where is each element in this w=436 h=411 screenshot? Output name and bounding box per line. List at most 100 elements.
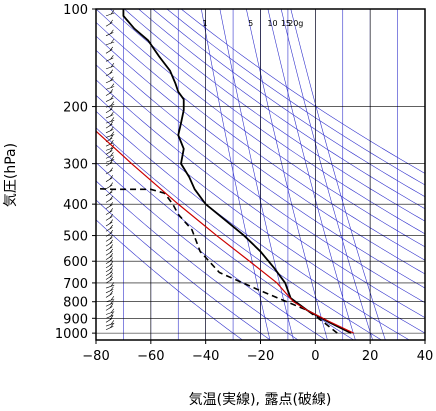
wind-barb-flag [109,303,114,309]
wind-barb-flag [110,323,114,328]
wind-barb-flag [109,167,114,172]
wind-barb [105,298,115,303]
wind-barb-flag [109,276,114,281]
wind-barb-flag [109,208,114,213]
wind-barb-flag [110,38,115,44]
wind-barb [105,284,115,289]
wind-barb-flag [109,175,114,180]
wind-barb-flag [109,234,114,240]
wind-barb [105,86,115,90]
temperature-line [122,9,352,334]
wind-barb-flag [109,159,114,164]
dry-adiabat-line [96,127,382,340]
wind-barb [105,322,115,327]
wind-barb [105,227,113,232]
x-tick-label: 40 [417,349,434,364]
wind-barb [105,210,113,215]
wind-barb [105,32,114,37]
wind-barb [105,216,113,221]
wind-barb-flag [109,290,114,296]
wind-barb-flag [109,257,114,262]
wind-barb [105,278,113,284]
series-layer [96,9,354,334]
wind-barb-flag [109,195,114,201]
wind-barb-flag [110,312,114,317]
wind-barb-flag [110,29,114,34]
wind-barb-flag [109,121,114,126]
wind-barb-flag [109,189,114,194]
wind-barb-flag [109,219,114,224]
wind-barb-flag [109,147,114,153]
mixing-ratio-label: 5 [248,19,253,28]
dry-adiabat-line [180,9,425,174]
wind-barb-flag [109,106,114,111]
wind-barb-flag [109,315,114,321]
wind-barb-flag [109,229,114,235]
wind-barb-flag [110,76,114,81]
wind-barb [105,246,113,252]
wind-barb [105,79,114,84]
wind-barb [105,134,115,138]
wind-barb-flag [110,295,115,301]
dewpoint-line [96,187,338,334]
wind-barb-flag [110,299,114,305]
wind-barb [105,271,113,276]
y-tick-label: 900 [63,312,88,327]
wind-barb-flag [110,117,115,122]
wind-barb-flag [110,131,115,136]
wind-barb-flag [110,126,114,131]
wind-barb [105,302,114,307]
wind-barb [105,114,114,119]
wind-barb [105,65,115,70]
wind-barb-flag [109,253,114,258]
dry-adiabat-line [96,21,425,261]
wind-barb [105,306,113,311]
wind-barb [105,161,113,167]
dry-adiabat-line [138,9,425,210]
wind-barb-flag [110,62,115,68]
mixing-ratio-line [219,9,294,340]
dry-adiabat-line [96,79,425,319]
x-tick-label: −80 [82,349,109,364]
parcel-line [96,130,354,334]
wind-barb-flag [109,135,114,140]
dry-adiabat-line [96,64,425,304]
x-tick-label: −60 [137,349,164,364]
wind-barb-flag [110,9,115,15]
y-tick-label: 1000 [55,327,88,342]
y-tick-label: 100 [63,3,88,18]
wind-barb [105,71,113,77]
wind-barb-flag [110,95,114,100]
wind-barbs [105,9,115,330]
y-tick-label: 700 [63,277,88,292]
wind-barb [105,191,113,197]
mixing-ratio-label: 10 [267,19,277,28]
mixing-ratio-label: 20g [288,19,303,28]
wind-barb-flag [110,282,115,287]
wind-barb [105,108,113,114]
mixing-ratio-line [267,9,356,340]
wind-barb [105,318,113,323]
dry-adiabat-line [109,9,425,235]
wind-barb [105,251,113,256]
mixing-ratio-line [290,9,386,340]
y-tick-label: 400 [63,198,88,213]
y-tick-label: 300 [63,158,88,173]
y-tick-label: 800 [63,296,88,311]
wind-barb-flag [110,152,114,157]
wind-barb [105,293,113,298]
wind-barb [105,120,115,124]
dry-adiabat-line [96,35,425,275]
wind-barb-flag [109,244,114,249]
wind-barb [105,263,113,269]
wind-barb [105,267,113,273]
wind-barb [105,184,113,190]
wind-barb [105,241,113,247]
wind-barb-flag [110,139,114,145]
wind-barb-flag [110,55,114,60]
wind-barb [105,314,114,319]
y-tick-label: 600 [63,255,88,270]
dry-adiabat-line [124,9,425,222]
